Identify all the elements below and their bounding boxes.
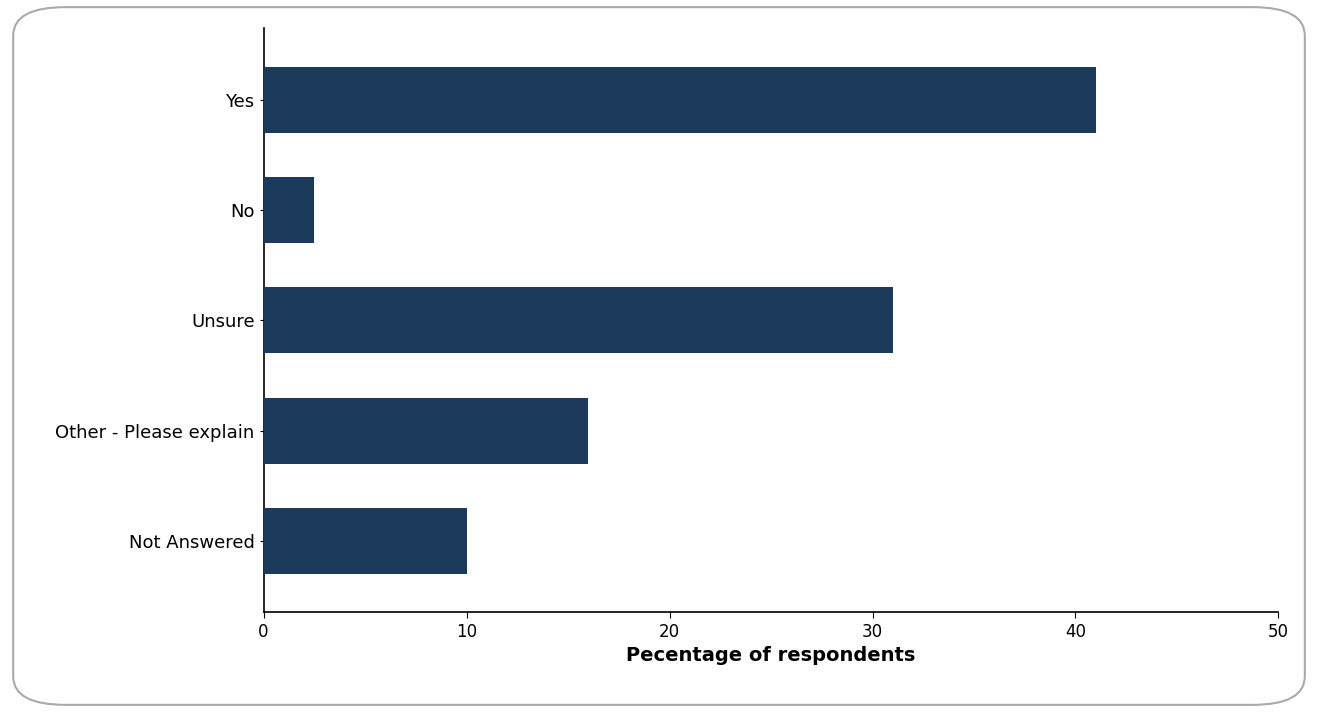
Bar — [264, 288, 892, 353]
Bar — [264, 508, 467, 574]
Bar — [264, 177, 315, 244]
Bar — [264, 397, 588, 464]
X-axis label: Pecentage of respondents: Pecentage of respondents — [626, 646, 916, 665]
Bar — [264, 67, 1095, 133]
